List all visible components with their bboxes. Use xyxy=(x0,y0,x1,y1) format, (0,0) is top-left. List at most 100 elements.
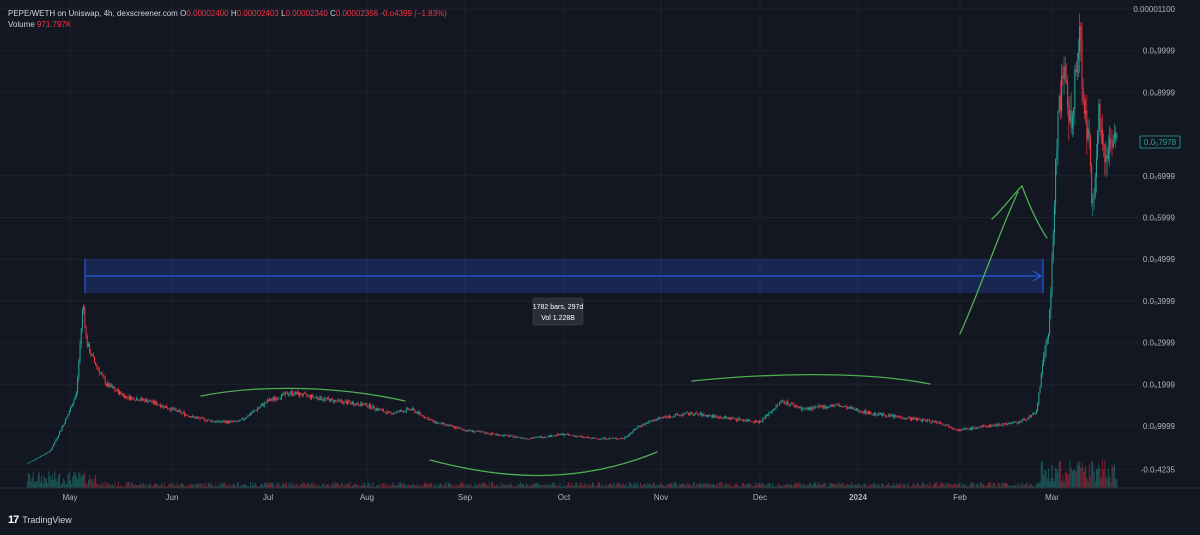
time-axis[interactable]: May Jun Jul Aug Sep Oct Nov Dec 2024 Feb Mar xyxy=(0,487,1200,502)
volume-bar xyxy=(383,483,385,488)
candle-body xyxy=(944,425,946,426)
volume-bar xyxy=(313,485,315,488)
candle-body xyxy=(809,407,811,411)
candle-body xyxy=(1091,165,1093,203)
volume-bar xyxy=(939,482,941,488)
volume-bar xyxy=(343,486,345,488)
volume-bar xyxy=(252,482,254,488)
volume-bar xyxy=(915,484,917,488)
volume-bar xyxy=(320,486,322,488)
volume-bar xyxy=(597,482,599,488)
volume-bar xyxy=(37,474,39,488)
candle-body xyxy=(488,434,490,435)
candle-body xyxy=(967,429,969,430)
candle-body xyxy=(945,424,947,426)
candle-body xyxy=(590,437,592,439)
candle-body xyxy=(68,411,70,415)
volume-bar xyxy=(294,486,296,488)
volume-bar xyxy=(847,484,849,488)
volume-bar xyxy=(679,483,681,488)
volume-bar xyxy=(893,482,895,488)
candle-body xyxy=(895,415,897,417)
volume-bar xyxy=(1037,482,1039,488)
volume-bar xyxy=(501,486,503,488)
volume-bar xyxy=(523,484,525,488)
annotation-arrow-shaft[interactable] xyxy=(959,191,1019,335)
volume-bar xyxy=(92,482,94,488)
volume-bar xyxy=(185,486,187,488)
volume-bar xyxy=(846,483,848,488)
candle-body xyxy=(752,421,754,423)
volume-bar xyxy=(932,484,934,488)
volume-bar xyxy=(225,485,227,488)
volume-bar xyxy=(979,482,981,488)
volume-bar xyxy=(428,483,430,488)
volume-bar xyxy=(1010,486,1012,488)
candle-body xyxy=(216,421,218,423)
volume-bar xyxy=(842,483,844,488)
volume-bar xyxy=(438,485,440,488)
volume-bar xyxy=(311,483,313,488)
legend-symbol[interactable]: PEPE/WETH on Uniswap, 4h, dexscreener.co… xyxy=(8,9,178,18)
candle-body xyxy=(117,389,119,395)
price-axis[interactable]: 0.000011000.0₅99990.0₅89990.0₅69990.0₅59… xyxy=(1133,5,1175,474)
candle-body xyxy=(89,344,91,353)
annotation-arc-jul[interactable] xyxy=(200,387,406,402)
measure-tool[interactable]: 1782 bars, 297d Vol 1.228B xyxy=(84,259,1044,326)
volume-bar xyxy=(852,485,854,488)
volume-bar xyxy=(729,483,731,488)
candle-body xyxy=(47,452,49,454)
candle-body xyxy=(474,431,476,433)
tradingview-attribution[interactable]: 17 TradingView xyxy=(8,514,72,526)
volume-bar xyxy=(663,486,665,488)
candle-body xyxy=(563,433,565,436)
volume-bar xyxy=(776,486,778,488)
candle-body xyxy=(764,416,766,419)
volume-bar xyxy=(446,486,448,488)
candle-body xyxy=(901,417,903,419)
candle-body xyxy=(794,405,796,407)
volume-bar xyxy=(993,482,995,488)
candle-body xyxy=(281,394,283,399)
volume-bar xyxy=(990,482,992,488)
candle-body xyxy=(663,417,665,418)
volume-bar xyxy=(288,483,290,488)
volume-bar xyxy=(848,484,850,488)
volume-bar xyxy=(639,482,641,488)
volume-bar xyxy=(595,486,597,488)
candle-body xyxy=(123,394,125,398)
candle-body xyxy=(596,438,598,440)
volume-bar xyxy=(967,486,969,488)
candle-body xyxy=(1056,150,1058,160)
candle-body xyxy=(703,413,705,416)
volume-bar xyxy=(812,483,814,488)
candle-body xyxy=(392,413,394,415)
candle-body xyxy=(434,420,436,424)
volume-bar xyxy=(612,485,614,488)
annotation-arrow-head[interactable] xyxy=(991,184,1048,239)
volume-bar xyxy=(465,484,467,488)
candle-body xyxy=(159,405,161,407)
candle-body xyxy=(661,417,663,418)
annotation-arc-sep[interactable] xyxy=(429,451,658,477)
volume-bar xyxy=(991,486,993,488)
volume-bar xyxy=(1004,482,1006,488)
candle-body xyxy=(531,438,533,439)
volume-bar xyxy=(131,482,133,488)
candle-body xyxy=(59,431,61,436)
annotation-arc-dec[interactable] xyxy=(691,373,931,385)
legend-volume-label[interactable]: Volume xyxy=(8,20,35,29)
candle-body xyxy=(171,407,173,409)
annotations[interactable] xyxy=(200,184,1048,477)
volume-bar xyxy=(155,483,157,488)
volume-bar xyxy=(441,486,443,488)
volume-bar xyxy=(621,484,623,488)
candle-body xyxy=(26,463,28,465)
candle-body xyxy=(866,412,868,414)
volume-bar xyxy=(519,482,521,488)
candle-body xyxy=(677,414,679,416)
candle-body xyxy=(489,434,491,435)
volume-bar xyxy=(929,482,931,488)
